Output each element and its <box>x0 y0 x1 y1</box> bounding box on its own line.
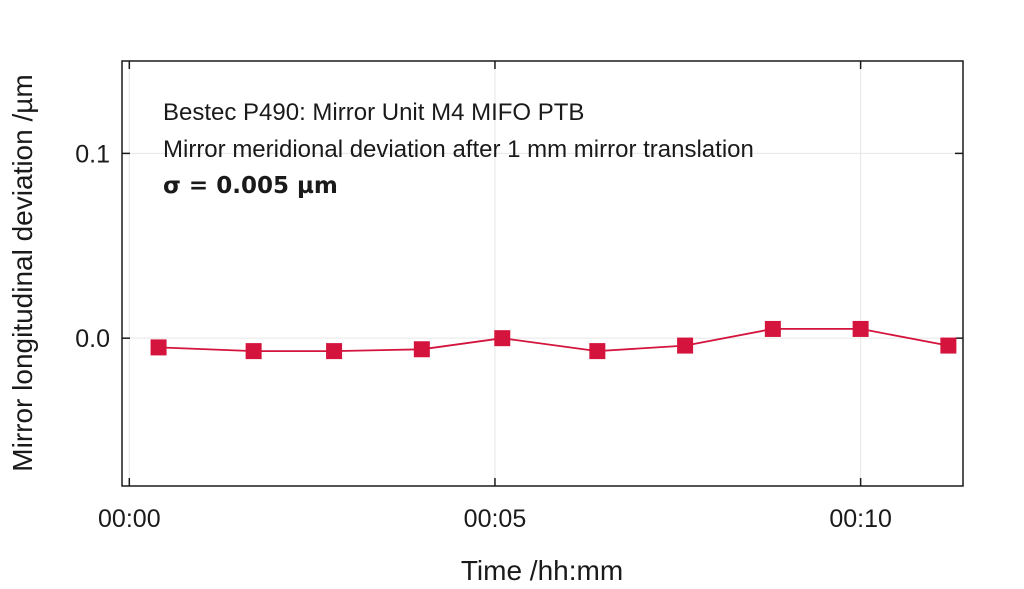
x-axis-title: Time /hh:mm <box>461 555 623 586</box>
y-tick-label: 0.0 <box>75 325 110 353</box>
y-axis-title: Mirror longitudinal deviation /µm <box>7 74 38 471</box>
data-point <box>245 343 262 360</box>
data-point <box>852 320 869 337</box>
x-tick-label: 00:10 <box>829 505 892 533</box>
data-point <box>677 337 694 354</box>
data-point <box>326 343 343 360</box>
data-point <box>494 330 511 347</box>
data-point <box>413 341 430 358</box>
x-tick-label: 00:05 <box>464 505 527 533</box>
y-tick-label: 0.1 <box>75 140 110 168</box>
axis-ticks: 00:00 00:05 00:10 0.0 0.1 <box>75 61 963 533</box>
plot-frame <box>121 60 964 487</box>
x-tick-label: 00:00 <box>98 505 161 533</box>
annotation-line-2: Mirror meridional deviation after 1 mm m… <box>163 136 754 163</box>
series-line <box>158 327 949 353</box>
grid-lines <box>122 61 963 486</box>
annotation-sigma: σ = 0.005 µm <box>163 173 338 199</box>
data-point <box>940 337 957 354</box>
data-point <box>150 339 167 356</box>
annotation-line-1: Bestec P490: Mirror Unit M4 MIFO PTB <box>163 99 584 126</box>
data-point <box>764 320 781 337</box>
data-point <box>589 343 606 360</box>
data-series <box>150 320 957 360</box>
